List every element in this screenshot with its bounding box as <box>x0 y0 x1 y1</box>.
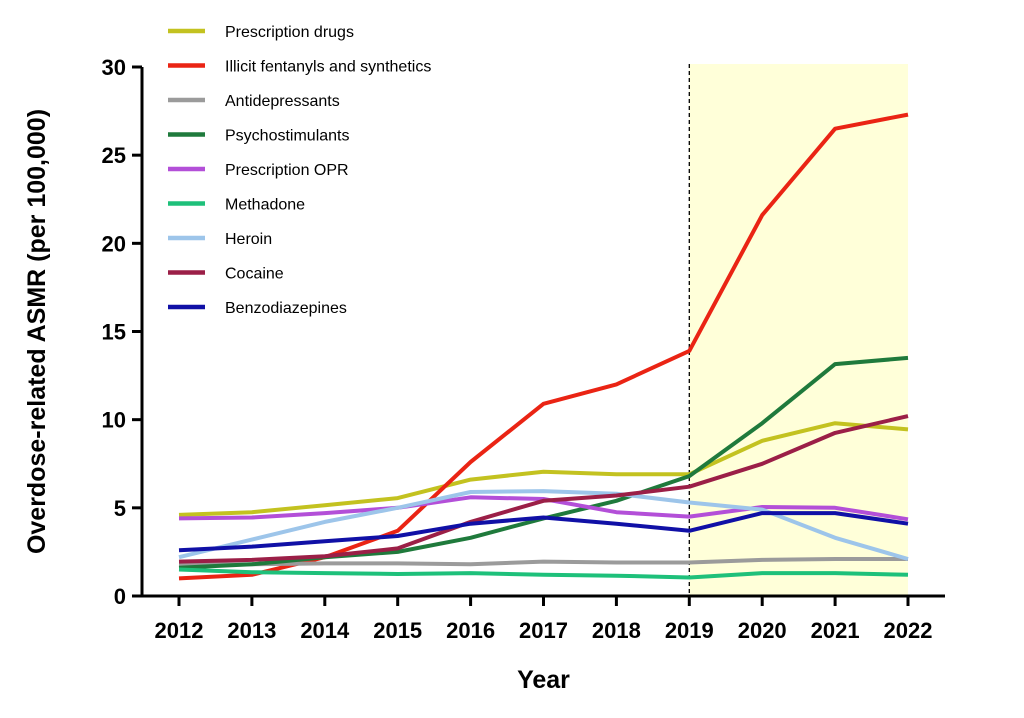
y-axis-title: Overdose-related ASMR (per 100,000) <box>23 109 51 554</box>
series-line-cocaine <box>178 414 909 564</box>
y-tick-label: 5 <box>114 496 126 521</box>
y-tick-label: 0 <box>114 584 126 609</box>
legend-label: Illicit fentanyls and synthetics <box>225 59 431 76</box>
x-tick-label: 2021 <box>811 618 860 643</box>
y-tick-label: 30 <box>102 55 126 80</box>
x-tick-label: 2019 <box>665 618 714 643</box>
x-tick-label: 2017 <box>519 618 568 643</box>
tick-layer: 0 5 10 15 20 25 30 2012 2013 2014 2015 2016 2017 2018… <box>102 55 933 643</box>
legend-item: Prescription OPR <box>168 162 349 179</box>
series-line-heroin <box>178 489 909 561</box>
x-tick-label: 2014 <box>300 618 350 643</box>
legend-item: Cocaine <box>168 266 284 283</box>
legend-item: Benzodiazepines <box>168 300 347 317</box>
series-line-benzodiazepines <box>178 511 909 553</box>
series-line-prescription-drugs <box>178 421 909 517</box>
x-tick-label: 2012 <box>155 618 204 643</box>
legend-label: Benzodiazepines <box>225 300 347 317</box>
x-axis-title: Year <box>517 666 570 694</box>
series-layer <box>178 112 909 581</box>
x-tick-label: 2015 <box>373 618 422 643</box>
y-tick-label: 15 <box>102 320 126 345</box>
y-tick-label: 20 <box>102 231 126 256</box>
legend-label: Antidepressants <box>225 93 340 110</box>
legend-item: Prescription drugs <box>168 24 354 41</box>
x-tick-label: 2020 <box>738 618 787 643</box>
legend-label: Cocaine <box>225 266 284 283</box>
legend-label: Heroin <box>225 231 272 248</box>
x-tick-label: 2018 <box>592 618 641 643</box>
x-tick-label: 2022 <box>884 618 933 643</box>
legend-item: Methadone <box>168 197 305 214</box>
x-tick-label: 2013 <box>227 618 276 643</box>
legend-item: Illicit fentanyls and synthetics <box>168 59 431 76</box>
legend-item: Antidepressants <box>168 93 340 110</box>
highlight-layer <box>688 64 908 596</box>
legend-label: Psychostimulants <box>225 128 350 145</box>
legend-label: Prescription drugs <box>225 24 354 41</box>
series-line-antidepressants <box>179 557 908 567</box>
legend-item: Heroin <box>168 231 272 248</box>
highlight-region <box>689 64 908 596</box>
x-tick-label: 2016 <box>446 618 495 643</box>
series-line-methadone <box>178 567 909 580</box>
legend-item: Psychostimulants <box>168 128 350 145</box>
legend: Prescription drugs Illicit fentanyls and … <box>168 24 431 317</box>
y-tick-label: 25 <box>102 143 126 168</box>
y-tick-label: 10 <box>102 408 126 433</box>
legend-label: Prescription OPR <box>225 162 349 179</box>
legend-label: Methadone <box>225 197 305 214</box>
